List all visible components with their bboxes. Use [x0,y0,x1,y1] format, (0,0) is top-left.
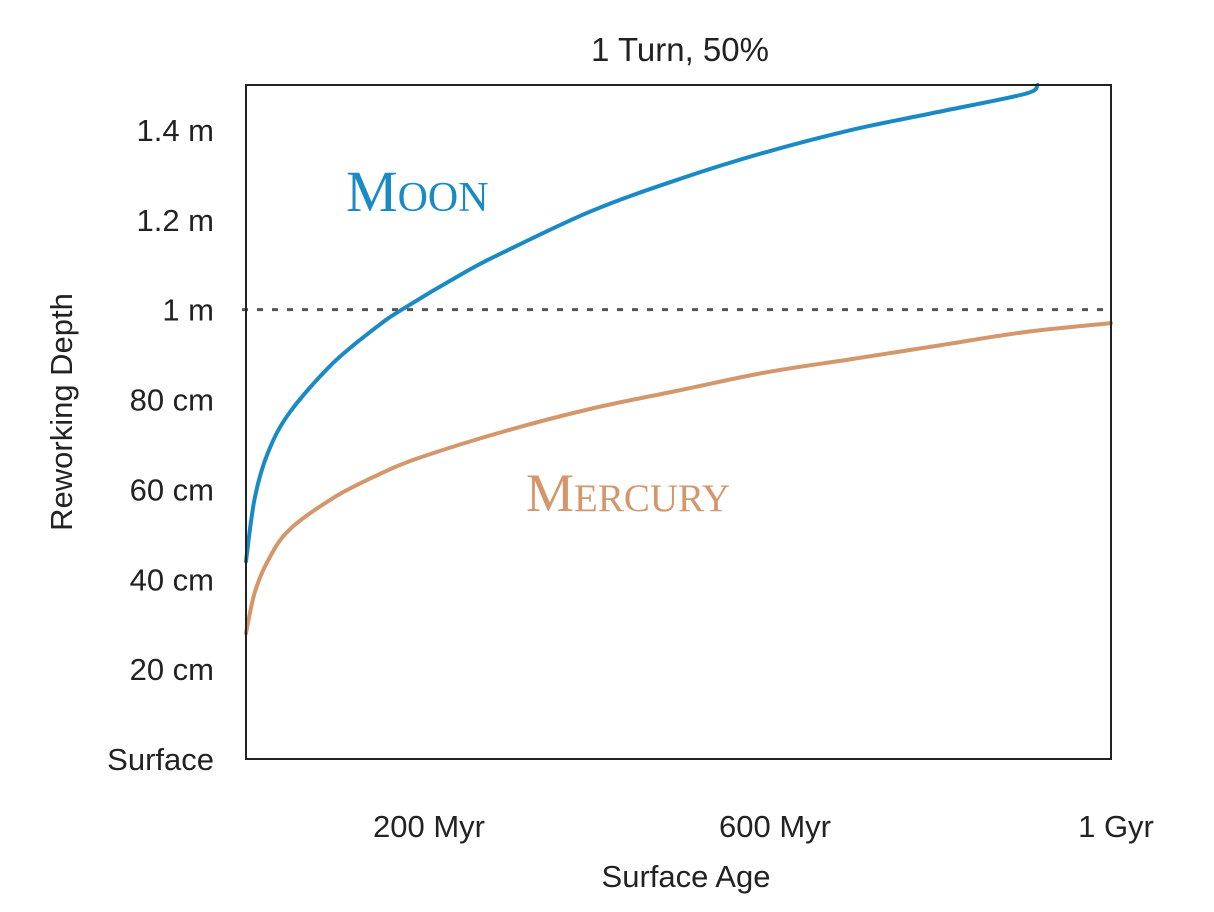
y-tick-label: 1.4 m [136,113,214,148]
series-line-moon [244,83,1040,564]
y-tick-label: 1 m [162,293,214,328]
series-label-initial: M [526,463,574,523]
series-label-rest: ERCURY [574,477,730,520]
series-lines [244,83,1113,636]
series-label-rest: OON [398,175,489,221]
series-line-mercury [244,321,1113,636]
y-tick-label: 40 cm [130,562,214,597]
x-tick-label: 200 Myr [373,809,485,844]
y-axis-title: Reworking Depth [44,293,79,531]
y-tick-label: 60 cm [130,472,214,507]
series-label-moon: MOON [346,159,489,224]
y-tick-label: Surface [107,742,214,777]
plot-frame [245,84,1112,760]
chart-title: 1 Turn, 50% [591,31,769,68]
series-label-initial: M [346,159,398,224]
y-tick-label: 1.2 m [136,203,214,238]
series-label-mercury: MERCURY [526,463,730,523]
x-tick-label: 600 Myr [719,809,831,844]
x-tick-labels: 200 Myr 600 Myr 1 Gyr [373,809,1154,844]
y-tick-label: 20 cm [130,652,214,687]
y-tick-labels: Surface 20 cm 40 cm 60 cm 80 cm 1 m 1.2 m 1.4 m [107,113,214,777]
x-tick-label: 1 Gyr [1078,809,1154,844]
x-axis-title: Surface Age [602,859,771,894]
y-tick-label: 80 cm [130,383,214,418]
